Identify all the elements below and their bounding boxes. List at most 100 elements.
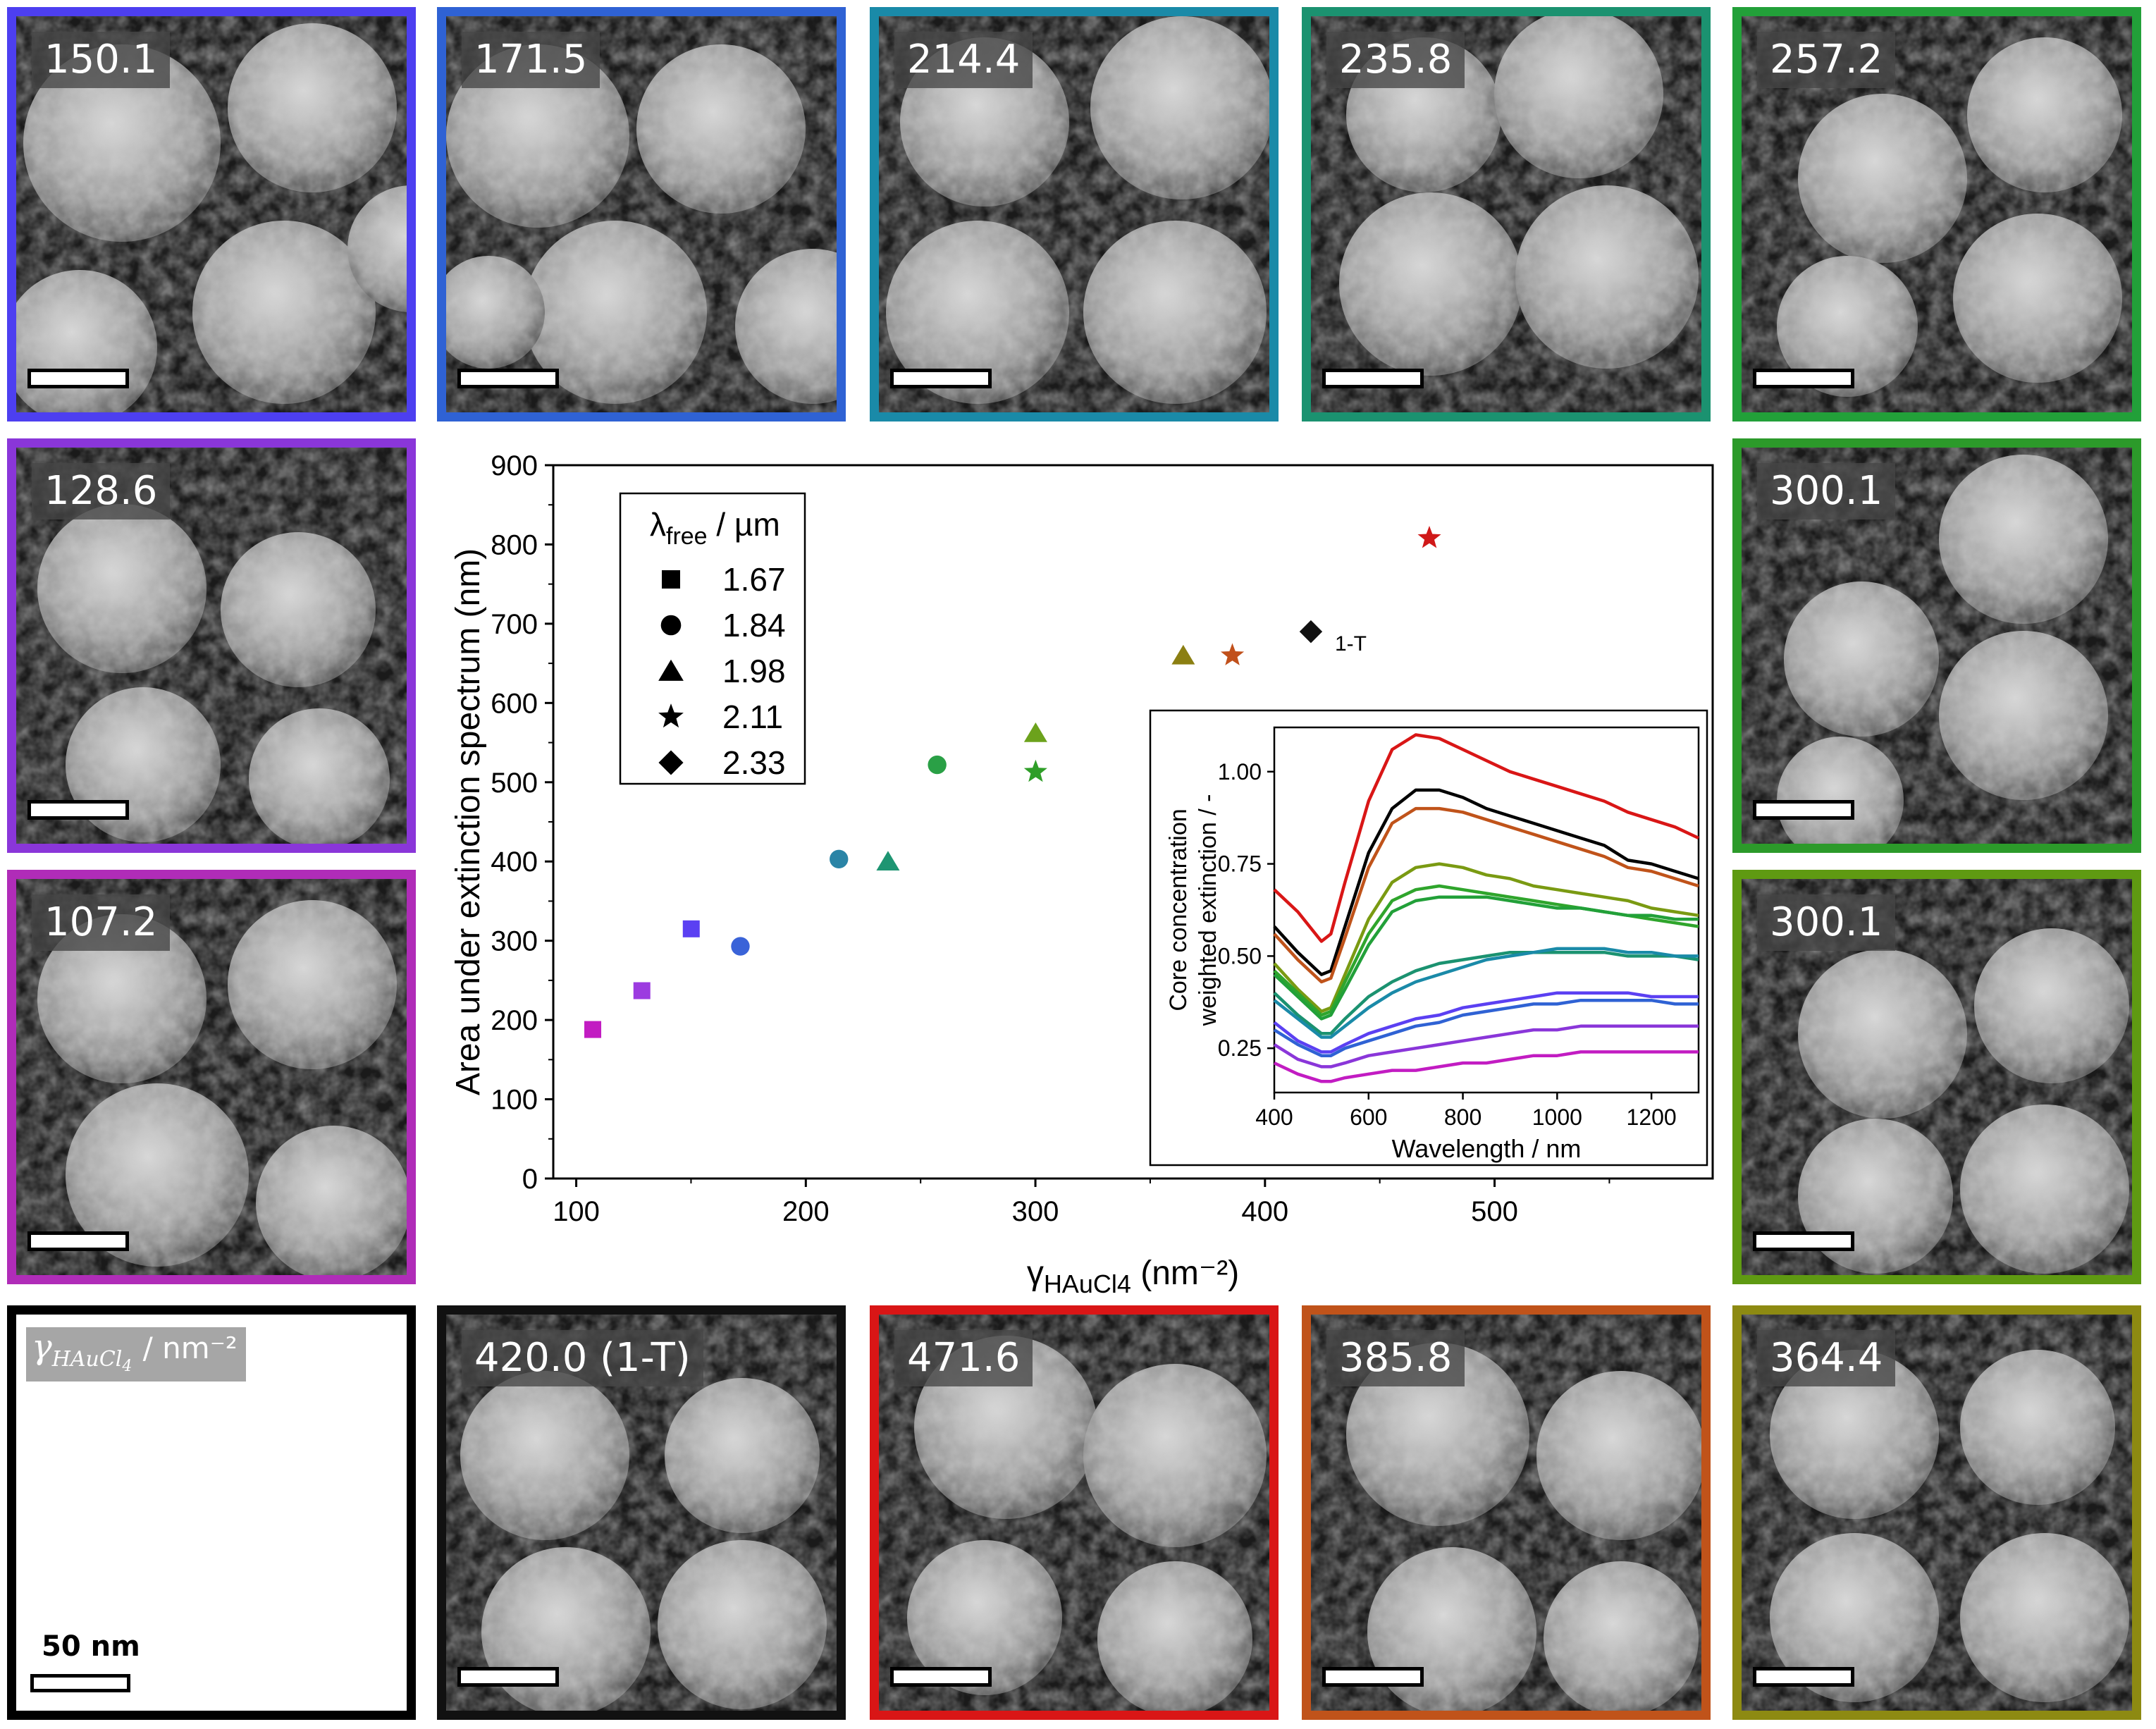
- scale-bar: [1753, 1667, 1854, 1687]
- data-point: [682, 920, 700, 937]
- data-point: [928, 755, 947, 775]
- y-tick-label: 500: [491, 768, 538, 799]
- scale-bar-label: 50 nm: [42, 1630, 140, 1663]
- gamma-value-label: 235.8: [1326, 32, 1465, 88]
- data-point: [1171, 644, 1195, 665]
- sem-image: [16, 16, 407, 412]
- inset-x-tick-label: 400: [1255, 1105, 1293, 1130]
- gamma-value-label: 214.4: [894, 32, 1033, 88]
- spectrum-line: [1273, 991, 1699, 1054]
- legend-marker: [658, 659, 684, 681]
- scale-bar: [890, 1667, 992, 1687]
- inset-x-axis-label: Wavelength / nm: [1392, 1134, 1582, 1163]
- x-tick-label: 500: [1471, 1196, 1518, 1227]
- inset-plot-frame: [1273, 726, 1700, 1094]
- scale-bar: [890, 369, 992, 388]
- data-point: [1023, 759, 1047, 782]
- sem-panel: 385.8: [1302, 1305, 1711, 1720]
- inset-y-tick-label: 0.50: [1218, 943, 1262, 968]
- sem-panel: 420.0 (1-T): [437, 1305, 846, 1720]
- scale-bar: [457, 1667, 559, 1687]
- spectrum-line: [1273, 950, 1699, 1035]
- y-tick-label: 100: [491, 1085, 538, 1116]
- scale-bar: [30, 1674, 130, 1692]
- inset-y-tick-label: 0.25: [1218, 1035, 1262, 1061]
- sem-panel: 300.1: [1732, 870, 2141, 1284]
- legend-marker: [658, 750, 684, 775]
- scale-bar: [457, 369, 559, 388]
- y-tick-label: 300: [491, 926, 538, 957]
- gamma-value-label: 420.0 (1-T): [462, 1330, 703, 1386]
- legend-marker: [660, 615, 682, 636]
- data-point: [876, 851, 900, 870]
- gamma-value-label: 300.1: [1757, 894, 1896, 951]
- spectrum-line: [1273, 947, 1699, 1039]
- spectrum-line: [1273, 806, 1699, 984]
- gamma-value-label: 171.5: [462, 32, 600, 88]
- data-point: [731, 937, 750, 956]
- data-point: [830, 849, 849, 869]
- data-point: [584, 1021, 602, 1038]
- gamma-value-label: 300.1: [1757, 463, 1896, 519]
- inset-x-tick-label: 800: [1444, 1105, 1482, 1130]
- x-tick-label: 200: [782, 1196, 830, 1227]
- sem-panel: 471.6: [870, 1305, 1279, 1720]
- spectrum-line: [1273, 1024, 1699, 1069]
- sem-panel: 107.2: [7, 870, 416, 1284]
- data-point: [1221, 643, 1245, 665]
- scatter-chart: 100 200 300 400 500 0 100 200 300 400 500 600 700 800…: [450, 450, 1714, 1298]
- inset-x-tick-label: 1000: [1532, 1105, 1582, 1130]
- x-tick-label: 300: [1012, 1196, 1059, 1227]
- legend-label: 1.84: [722, 607, 786, 644]
- inset-x-tick-label: 1200: [1627, 1105, 1677, 1130]
- inset-y-axis-label: weighted extinction / -: [1195, 794, 1221, 1027]
- gamma-value-label: 257.2: [1757, 32, 1896, 88]
- sem-image: [879, 1315, 1269, 1711]
- sem-panel: 300.1: [1732, 438, 2141, 853]
- gamma-value-label: 150.1: [32, 32, 171, 88]
- sem-image: [16, 448, 407, 844]
- gamma-value-label: 107.2: [32, 894, 171, 951]
- legend-marker: [662, 570, 680, 589]
- gamma-value-label: 128.6: [32, 463, 171, 519]
- y-tick-label: 900: [491, 450, 538, 481]
- spectrum-line: [1273, 998, 1699, 1057]
- legend-panel: γHAuCl4 / nm⁻² 50 nm: [7, 1305, 416, 1720]
- x-tick-label: 400: [1241, 1196, 1288, 1227]
- annotation-label: 1-T: [1335, 632, 1367, 656]
- sem-image: [446, 16, 837, 412]
- sem-panel: 257.2: [1732, 7, 2141, 422]
- x-axis-label: γHAuCl4 (nm⁻²): [1027, 1255, 1239, 1298]
- inset-x-tick-label: 600: [1350, 1105, 1387, 1130]
- scale-bar: [27, 800, 129, 820]
- gamma-symbol: γ: [32, 1327, 52, 1367]
- x-tick-label: 100: [553, 1196, 600, 1227]
- scale-bar: [27, 1231, 129, 1251]
- y-tick-label: 200: [491, 1005, 538, 1036]
- sem-panel: 364.4: [1732, 1305, 2141, 1720]
- spectrum-line: [1273, 733, 1699, 943]
- legend-label: 2.33: [722, 744, 786, 781]
- scale-bar: [1753, 369, 1854, 388]
- sem-image: [1742, 448, 2132, 844]
- legend-title: λfree / µm: [650, 506, 780, 550]
- sem-panel: 214.4: [870, 7, 1279, 422]
- scale-bar: [27, 369, 129, 388]
- y-axis-label: Area under extinction spectrum (nm): [450, 548, 487, 1095]
- sem-panel: 235.8: [1302, 7, 1711, 422]
- inset-y-axis-label: Core concentration: [1165, 808, 1192, 1011]
- legend-marker: [658, 703, 684, 728]
- sem-panel: 171.5: [437, 7, 846, 422]
- inset-y-tick-label: 1.00: [1218, 759, 1262, 784]
- data-point: [1417, 526, 1441, 548]
- legend-label: 1.67: [722, 561, 786, 598]
- gamma-unit: / nm⁻²: [142, 1331, 238, 1365]
- data-point: [633, 982, 651, 999]
- scale-bar: [1322, 1667, 1424, 1687]
- scale-bar: [1753, 800, 1854, 820]
- y-tick-label: 800: [491, 529, 538, 560]
- legend-box: [619, 492, 806, 785]
- sem-panel: 128.6: [7, 438, 416, 853]
- gamma-value-label: 471.6: [894, 1330, 1033, 1386]
- scale-bar: [1753, 1231, 1854, 1251]
